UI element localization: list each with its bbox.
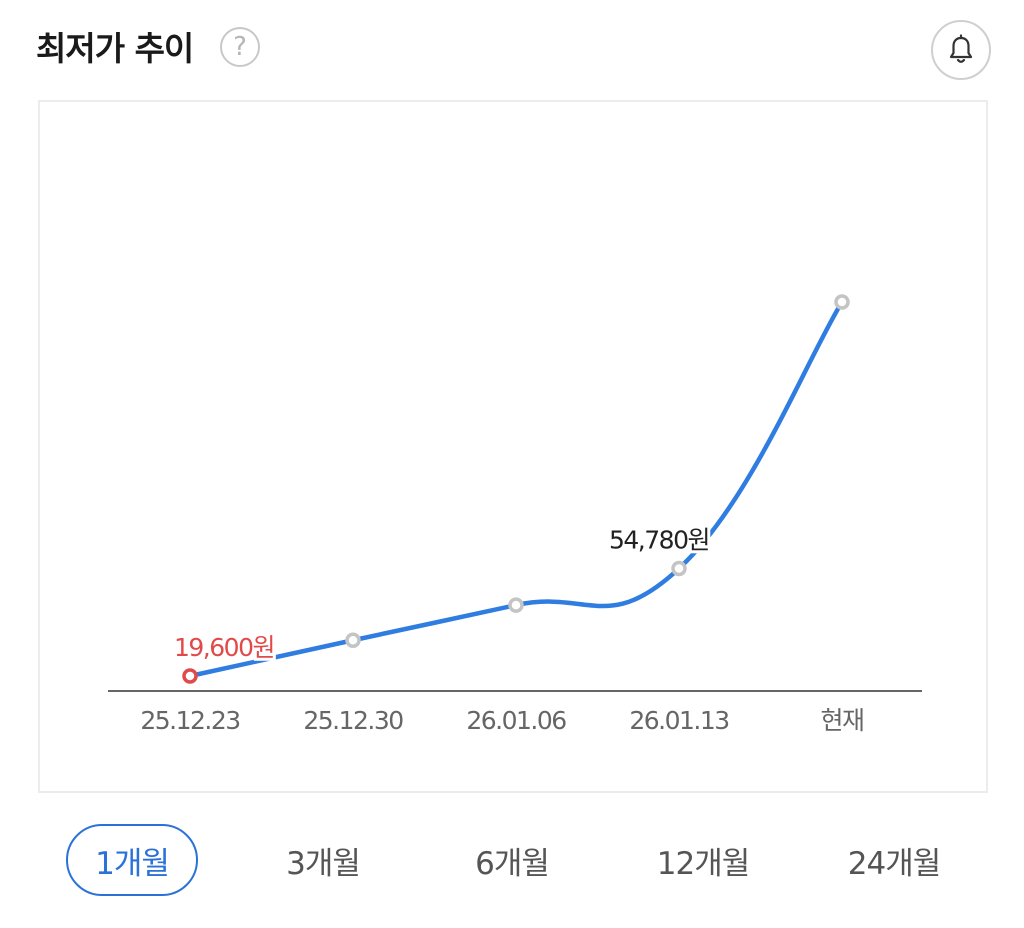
line-chart: 25.12.23 25.12.30 26.01.06 26.01.13 현재 19,60… xyxy=(108,294,922,735)
period-tab[interactable]: 1개월 xyxy=(66,824,198,896)
price-alert-button[interactable] xyxy=(931,20,991,80)
x-tick-label: 25.12.23 xyxy=(140,706,239,735)
period-tabs: 1개월 3개월 6개월 12개월 24개월 xyxy=(0,820,1024,900)
period-tab[interactable]: 3개월 xyxy=(286,845,361,882)
x-tick-label: 현재 xyxy=(820,706,863,735)
price-trend-header: 최저가 추이 ? xyxy=(0,0,1024,100)
price-point[interactable] xyxy=(345,632,361,648)
period-tab[interactable]: 6개월 xyxy=(475,845,550,882)
page-title: 최저가 추이 xyxy=(36,29,194,68)
lowest-price-point[interactable] xyxy=(182,668,198,684)
x-tick-label: 25.12.30 xyxy=(303,706,403,735)
price-point[interactable] xyxy=(671,560,687,577)
price-trend-chart: 25.12.23 25.12.30 26.01.06 26.01.13 현재 19,60… xyxy=(38,100,988,793)
price-label: 54,780원 xyxy=(609,526,709,555)
x-tick-label: 26.01.13 xyxy=(629,706,728,735)
question-circle-icon: ? xyxy=(233,32,247,62)
price-point[interactable] xyxy=(508,597,524,613)
help-button[interactable]: ? xyxy=(220,27,260,67)
bell-icon xyxy=(949,34,973,63)
price-point[interactable] xyxy=(834,294,850,310)
x-tick-label: 26.01.06 xyxy=(466,706,566,735)
price-series-line xyxy=(187,299,845,679)
lowest-price-label: 19,600원 xyxy=(174,633,274,662)
period-tab[interactable]: 12개월 xyxy=(656,845,751,882)
period-tab[interactable]: 24개월 xyxy=(847,845,942,882)
